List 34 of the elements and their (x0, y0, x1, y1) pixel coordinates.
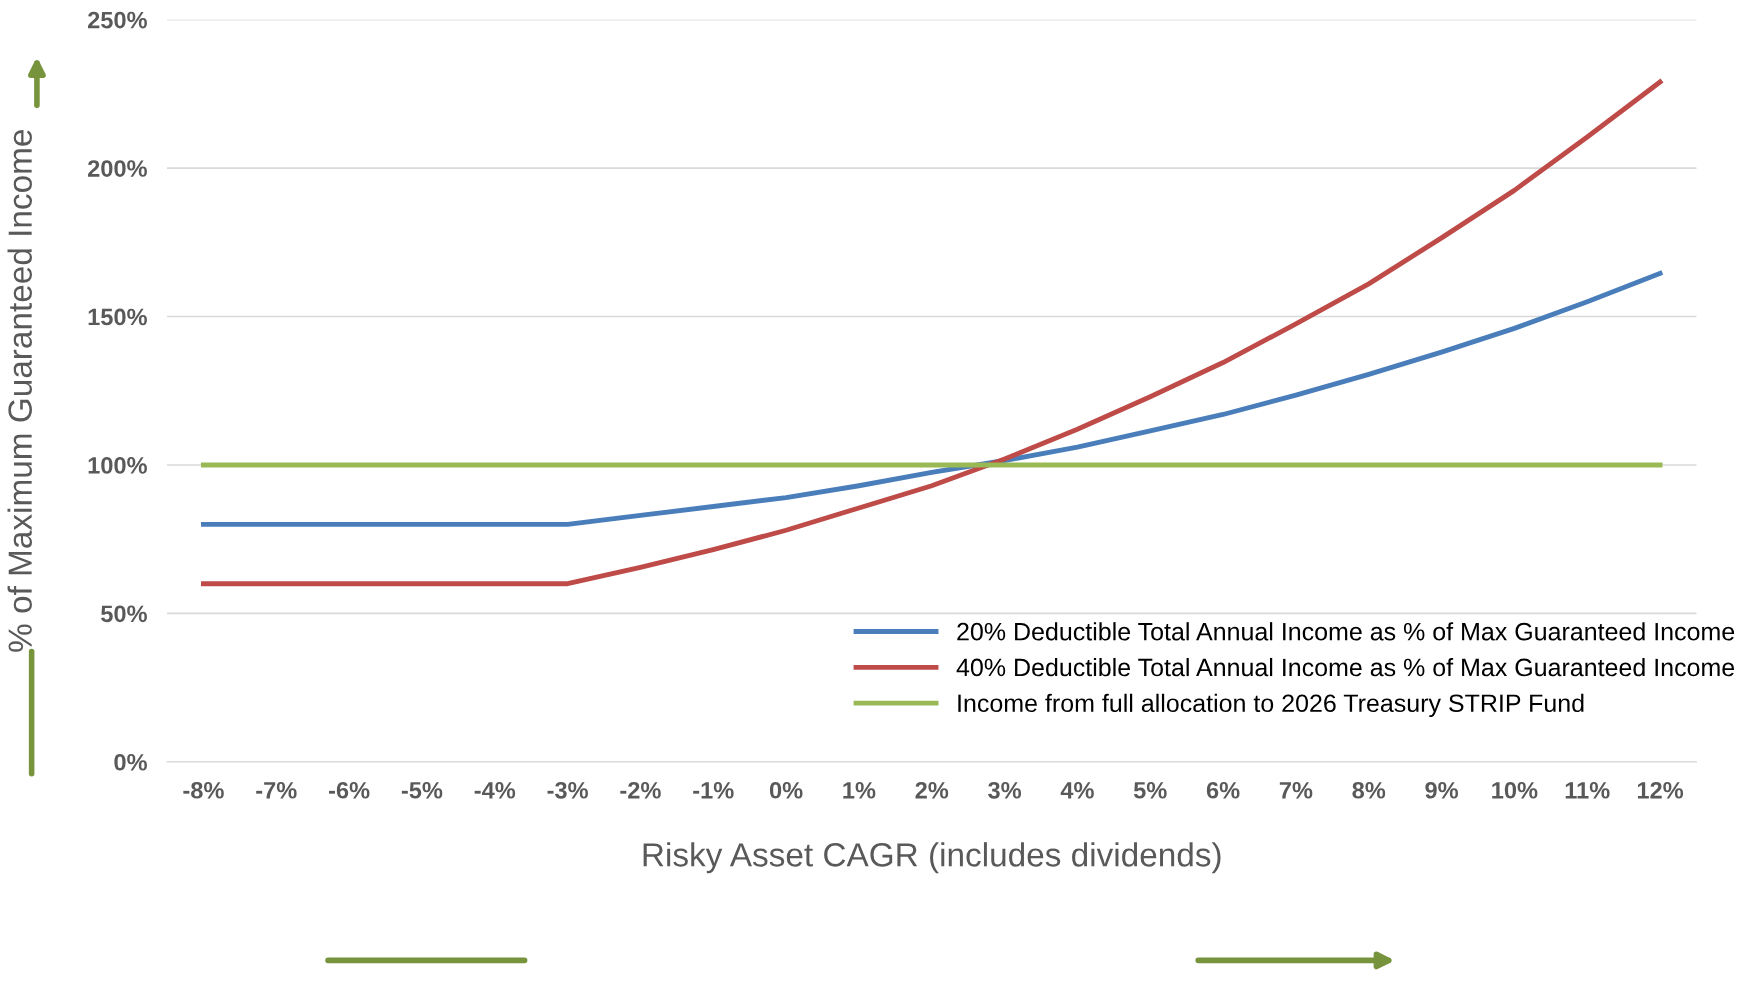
x-tick-label: 8% (1352, 781, 1386, 799)
x-tick-label: 0% (769, 781, 803, 799)
x-tick-label: 6% (1206, 781, 1240, 799)
y-tick-label: 200% (88, 160, 147, 177)
x-tick-label: 1% (843, 781, 876, 799)
x-tick-label: 2% (915, 781, 949, 799)
x-tick-label: 9% (1425, 781, 1458, 799)
x-tick-label: 3% (988, 781, 1022, 799)
y-tick-label: 0% (114, 753, 147, 771)
x-tick-label: -7% (256, 781, 297, 799)
x-tick-label: 5% (1133, 781, 1167, 799)
x-axis-title: Risky Asset CAGR (includes dividends) (643, 842, 1221, 874)
legend-label: 40% Deductible Total Annual Income as % of Max Guaranteed Income (956, 657, 1735, 677)
y-tick-label: 150% (88, 308, 147, 326)
line-series (201, 79, 1663, 587)
legend-label: Income from full allocation to 2026 Treasury STRIP Fund (958, 693, 1584, 718)
line-series (201, 271, 1663, 527)
legend-label: 20% Deductible Total Annual Income as % of Max Guaranteed Income (957, 622, 1735, 641)
x-tick-label: 4% (1060, 781, 1094, 799)
y-tick-label: 100% (88, 457, 147, 474)
x-tick-label: 12% (1637, 781, 1684, 799)
x-tick-label: -8% (183, 781, 224, 799)
x-tick-label: -1% (693, 781, 734, 799)
x-tick-label: -3% (547, 781, 588, 799)
x-tick-label: -6% (329, 781, 370, 799)
y-axis-title: % of Maximum Guaranteed Income (7, 130, 32, 652)
x-tick-label: 7% (1279, 781, 1313, 799)
x-tick-label: 10% (1492, 781, 1538, 799)
y-tick-label: 250% (88, 11, 147, 29)
x-tick-label: -4% (474, 781, 516, 799)
y-tick-label: 50% (101, 605, 147, 623)
x-tick-label: 11% (1565, 781, 1610, 799)
x-tick-label: -2% (620, 781, 661, 799)
x-tick-label: -5% (401, 781, 443, 799)
